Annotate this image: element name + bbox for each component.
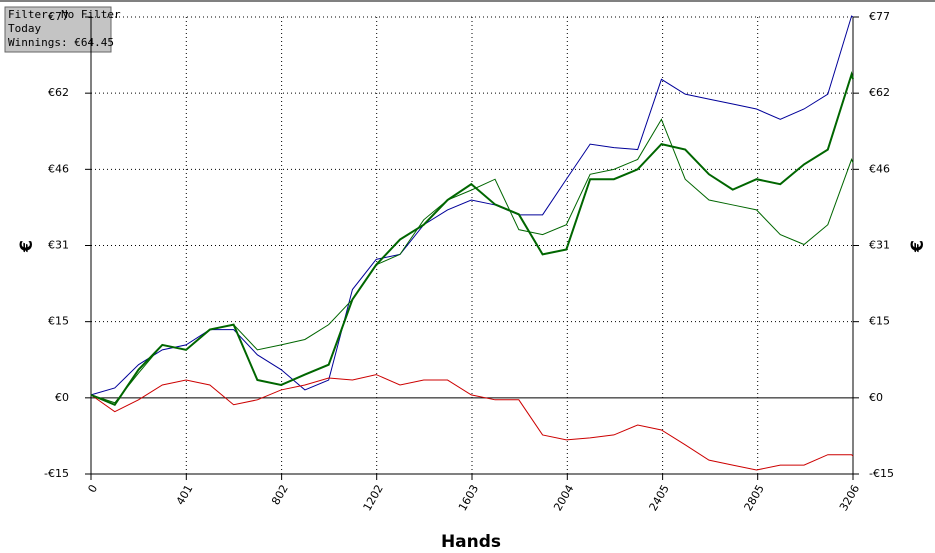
y-tick-label: €15: [48, 315, 69, 328]
series-line: [90, 15, 854, 396]
x-tick-label: 1603: [456, 483, 481, 514]
info-box: [4, 6, 112, 53]
y2-tick-label: €77: [869, 10, 890, 23]
y2-tick-label: €15: [869, 315, 890, 328]
x-tick-label: 2004: [551, 483, 576, 514]
y-tick-label: €46: [48, 162, 69, 175]
y-tick-label: €62: [48, 86, 69, 99]
x-tick-label: 0: [85, 483, 100, 496]
x-tick-label: 2805: [742, 483, 767, 514]
y2-tick-label: €0: [869, 391, 883, 404]
y2-tick-label: €62: [869, 86, 890, 99]
info-filter: Filter: No Filter: [8, 8, 121, 21]
x-tick-label: 2405: [647, 483, 672, 514]
y-tick-label: €77: [48, 10, 69, 23]
y-axis-label: €: [17, 240, 37, 253]
x-tick-label: 802: [269, 483, 291, 508]
info-winnings: Winnings: €64.45: [8, 36, 114, 49]
y-tick-label: -€15: [44, 467, 69, 480]
series-line: [90, 70, 854, 406]
y2-axis-label: €: [908, 240, 928, 253]
y2-tick-label: €31: [869, 239, 890, 252]
series-line: [90, 374, 854, 471]
y-tick-label: €31: [48, 239, 69, 252]
x-tick-label: 401: [174, 483, 196, 508]
info-period: Today: [8, 22, 41, 35]
x-axis-label: Hands: [441, 532, 501, 552]
y-tick-label: €0: [55, 391, 69, 404]
x-tick-label: 3206: [837, 483, 862, 514]
x-tick-label: 1202: [361, 483, 386, 514]
y2-tick-label: -€15: [869, 467, 894, 480]
y2-tick-label: €46: [869, 162, 890, 175]
